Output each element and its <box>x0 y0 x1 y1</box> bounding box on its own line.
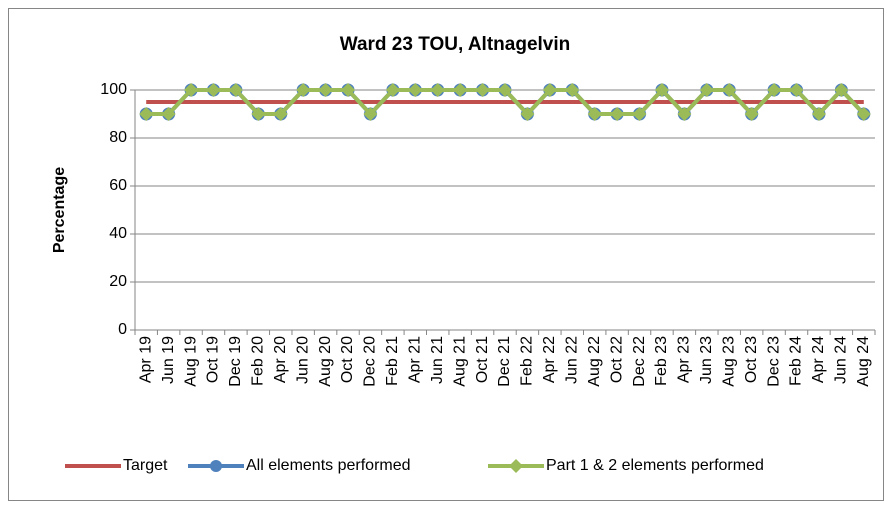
data-point <box>699 83 714 97</box>
data-point <box>363 107 378 121</box>
y-tick-label: 80 <box>109 129 127 146</box>
data-point <box>408 83 423 97</box>
legend-label: Part 1 & 2 elements performed <box>546 457 764 474</box>
x-tick-label: Oct 22 <box>608 336 625 383</box>
x-tick-label: Jun 20 <box>294 336 311 384</box>
x-tick-label: Aug 23 <box>720 336 737 387</box>
data-point <box>789 83 804 97</box>
data-point <box>811 107 826 121</box>
legend-label: All elements performed <box>246 457 411 474</box>
x-tick-label: Dec 22 <box>631 336 648 387</box>
x-tick-label: Aug 19 <box>182 336 199 387</box>
data-point <box>744 107 759 121</box>
x-tick-label: Oct 21 <box>474 336 491 383</box>
data-point <box>834 83 849 97</box>
data-point <box>654 83 669 97</box>
data-point <box>318 83 333 97</box>
x-tick-label: Aug 20 <box>317 336 334 387</box>
data-point <box>296 83 311 97</box>
x-tick-label: Apr 23 <box>676 336 693 383</box>
x-tick-label: Feb 21 <box>384 336 401 386</box>
x-tick-label: Oct 20 <box>339 336 356 383</box>
x-tick-label: Feb 24 <box>788 336 805 386</box>
data-point <box>430 83 445 97</box>
x-tick-label: Jun 24 <box>833 336 850 384</box>
x-tick-label: Dec 21 <box>496 336 513 387</box>
x-tick-label: Apr 22 <box>541 336 558 383</box>
data-point <box>767 83 782 97</box>
x-tick-label: Apr 19 <box>137 336 154 383</box>
x-tick-label: Dec 19 <box>227 336 244 387</box>
data-point <box>453 83 468 97</box>
x-tick-label: Aug 24 <box>855 336 872 387</box>
x-tick-label: Dec 20 <box>362 336 379 387</box>
data-point <box>542 83 557 97</box>
y-tick-label: 100 <box>100 81 127 98</box>
x-tick-label: Apr 24 <box>810 336 827 383</box>
y-tick-label: 60 <box>109 177 127 194</box>
data-point <box>228 83 243 97</box>
data-point <box>206 83 221 97</box>
legend-label: Target <box>123 457 168 474</box>
x-tick-label: Jun 22 <box>563 336 580 384</box>
legend-marker <box>210 460 222 472</box>
x-tick-label: Oct 19 <box>205 336 222 383</box>
data-point <box>520 107 535 121</box>
x-tick-label: Jun 23 <box>698 336 715 384</box>
data-point <box>139 107 154 121</box>
chart-title: Ward 23 TOU, Altnagelvin <box>340 34 571 55</box>
data-point <box>385 83 400 97</box>
x-tick-label: Feb 22 <box>519 336 536 386</box>
data-point <box>610 107 625 121</box>
data-point <box>498 83 512 97</box>
x-tick-label: Jun 21 <box>429 336 446 384</box>
y-tick-label: 20 <box>109 273 127 290</box>
data-point <box>341 83 356 97</box>
data-point <box>251 107 266 121</box>
data-point <box>184 83 199 97</box>
legend-marker <box>509 459 523 473</box>
x-tick-label: Jun 19 <box>160 336 177 384</box>
data-point <box>632 107 647 121</box>
x-tick-label: Aug 22 <box>586 336 603 387</box>
x-tick-label: Dec 23 <box>765 336 782 387</box>
data-point <box>587 107 602 121</box>
data-point <box>565 83 580 97</box>
y-axis-label: Percentage <box>51 167 68 253</box>
x-tick-label: Apr 20 <box>272 336 289 383</box>
data-point <box>475 83 490 97</box>
x-tick-label: Apr 21 <box>407 336 424 383</box>
y-tick-label: 40 <box>109 225 127 242</box>
x-tick-label: Feb 20 <box>250 336 267 386</box>
x-tick-label: Aug 21 <box>451 336 468 387</box>
y-tick-label: 0 <box>118 321 127 338</box>
data-point <box>722 83 737 97</box>
data-point <box>856 107 871 121</box>
data-point <box>677 107 692 121</box>
x-tick-label: Oct 23 <box>743 336 760 383</box>
data-point <box>161 107 176 121</box>
data-point <box>273 107 288 121</box>
x-tick-label: Feb 23 <box>653 336 670 386</box>
chart-border <box>8 8 884 501</box>
